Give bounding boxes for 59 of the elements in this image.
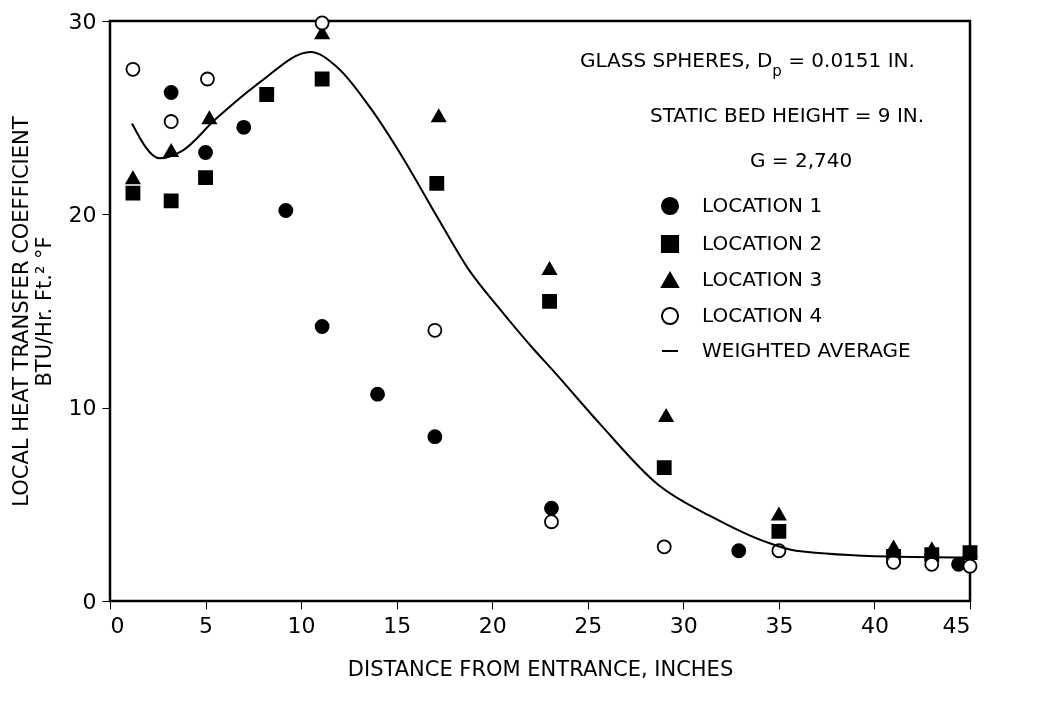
point [163,114,179,129]
annotation: G = 2,740 [750,148,853,172]
point [962,558,978,574]
point [658,408,674,422]
point [544,500,559,516]
point [427,429,443,445]
point [125,61,141,77]
x-tick-label: 15 [383,612,412,638]
point [163,193,179,209]
point [731,543,747,559]
x-tick-label: 20 [478,612,507,638]
annotation: GLASS SPHERES, D$_{p}$ = 0.0151 IN. [580,48,915,80]
x-tick-label: 10 [287,612,316,638]
point [236,119,252,135]
point [314,15,330,31]
y-tick-label: 10 [68,395,97,421]
legend-label: LOCATION 3 [702,267,823,291]
x-tick-label: 5 [199,612,214,638]
point [924,542,940,556]
x-tick-label: 40 [860,612,889,638]
legend-label: LOCATION 2 [702,231,823,255]
y-tick-label: 30 [68,8,97,34]
point [125,185,141,201]
x-axis-title: DISTANCE FROM ENTRANCE, INCHES [347,656,734,681]
point [314,319,330,334]
point [544,514,559,530]
point [370,386,385,402]
point [259,87,275,102]
point [201,111,217,125]
point [656,460,672,476]
point [200,71,215,87]
point [429,175,445,191]
legend-label: WEIGHTED AVERAGE [702,338,911,362]
legend-label: LOCATION 1 [702,193,823,217]
x-tick-label: 0 [110,612,125,638]
point [278,203,294,218]
point [924,556,940,572]
point [771,523,787,539]
legend-label: LOCATION 4 [702,303,823,327]
point [886,540,901,554]
y-axis-title: LOCAL HEAT TRANSFER COEFFICIENT BTU/Hr. Ft.² °F [8,116,56,507]
x-tick-label: 30 [669,612,698,638]
point [656,539,672,555]
point [198,170,213,186]
point [198,145,213,160]
point [163,85,179,100]
y-tick-label: 20 [68,201,97,227]
x-tick-label: 45 [942,612,971,638]
x-tick-label: 35 [765,612,794,638]
y-tick-label: 0 [82,588,97,614]
point [542,293,557,309]
point [125,171,141,185]
point [542,261,557,276]
point [314,71,330,87]
x-tick-label: 25 [574,612,603,638]
point [771,507,787,521]
annotation: STATIC BED HEIGHT = 9 IN. [650,103,925,127]
point [427,322,443,338]
point [431,109,447,123]
